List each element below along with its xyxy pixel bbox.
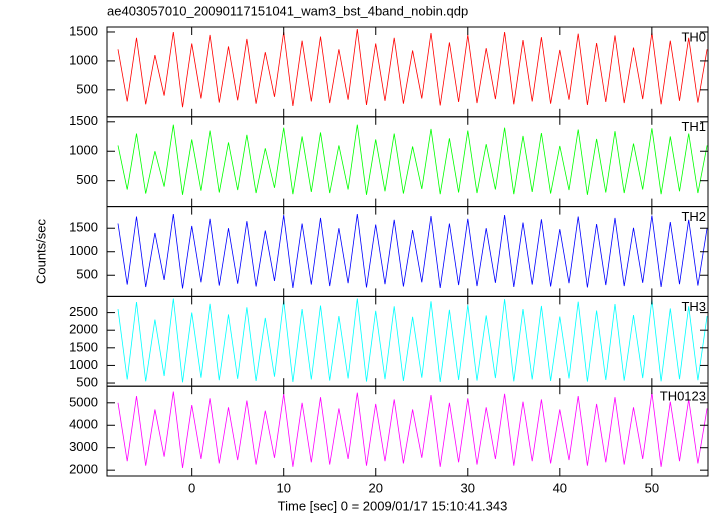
- y-tick-label: 1000: [69, 243, 98, 258]
- panel-frame: [106, 295, 709, 387]
- panel-frame: [106, 116, 709, 208]
- y-tick-label: 2000: [69, 322, 98, 337]
- panel-frame: [106, 385, 709, 477]
- light-curve: [117, 391, 708, 468]
- x-tick-label: 50: [645, 480, 659, 495]
- y-tick-label: 500: [76, 172, 98, 187]
- y-tick-label: 1500: [69, 339, 98, 354]
- y-tick-label: 1500: [69, 23, 98, 38]
- panel-frame: [106, 26, 709, 118]
- x-tick-label: 0: [188, 480, 195, 495]
- y-tick-label: 1000: [69, 143, 98, 158]
- y-tick-label: 5000: [69, 394, 98, 409]
- panel-label: TH1: [681, 119, 706, 134]
- y-axis-label: Counts/sec: [33, 218, 48, 284]
- panel-label: TH3: [681, 299, 706, 314]
- y-tick-label: 3000: [69, 439, 98, 454]
- light-curve: [117, 124, 708, 195]
- y-tick-label: 4000: [69, 417, 98, 432]
- panel-frame: [106, 206, 709, 297]
- x-tick-label: 40: [553, 480, 567, 495]
- light-curve: [117, 29, 708, 108]
- y-tick-label: 1500: [69, 220, 98, 235]
- y-tick-label: 500: [76, 81, 98, 96]
- x-tick-label: 10: [276, 480, 290, 495]
- y-tick-label: 500: [76, 267, 98, 282]
- panel-label: TH0123: [660, 389, 706, 404]
- y-tick-label: 500: [76, 374, 98, 389]
- x-tick-label: 20: [369, 480, 383, 495]
- y-tick-label: 1500: [69, 113, 98, 128]
- y-tick-label: 2000: [69, 462, 98, 477]
- y-tick-label: 2500: [69, 304, 98, 319]
- y-tick-label: 1000: [69, 357, 98, 372]
- x-axis-label: Time [sec] 0 = 2009/01/17 15:10:41.343: [278, 498, 508, 513]
- chart-title: ae403057010_20090117151041_wam3_bst_4ban…: [107, 3, 468, 18]
- panel-label: TH0: [681, 29, 706, 44]
- y-tick-label: 1000: [69, 52, 98, 67]
- panel-label: TH2: [681, 209, 706, 224]
- x-tick-label: 30: [461, 480, 475, 495]
- light-curve: [117, 214, 708, 289]
- light-curve: [117, 298, 708, 383]
